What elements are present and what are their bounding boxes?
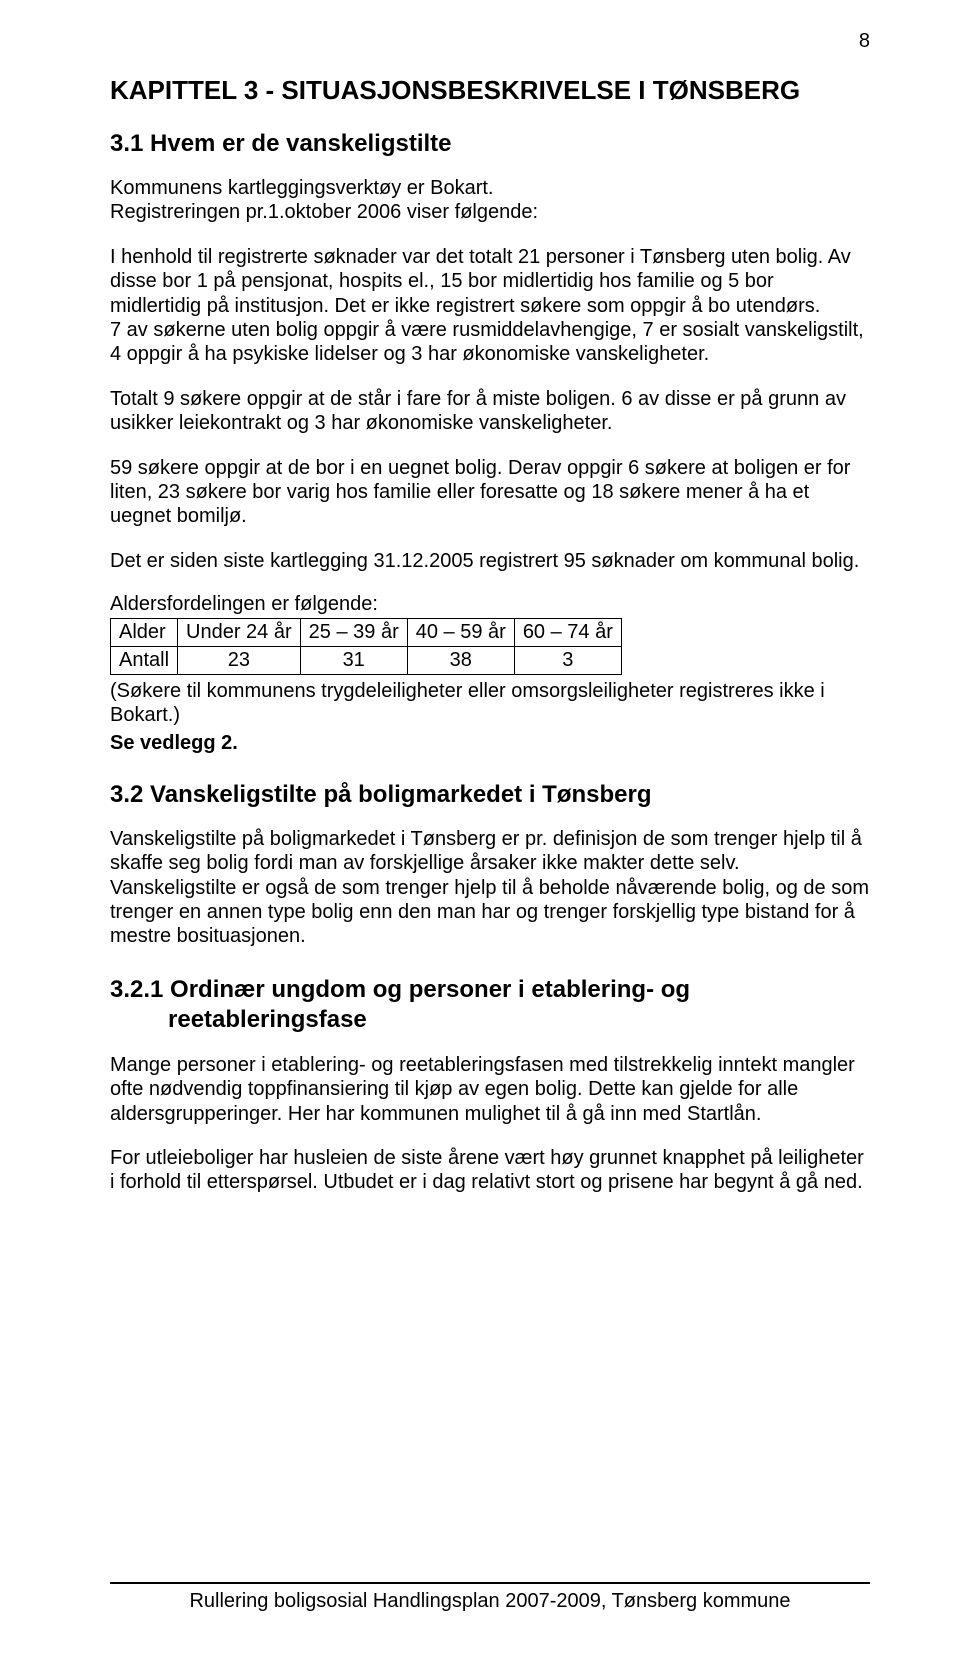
section-3-1-title: 3.1 Hvem er de vanskeligstilte	[110, 130, 870, 158]
text: Registreringen pr.1.oktober 2006 viser f…	[110, 201, 538, 223]
table-intro: Aldersfordelingen er følgende:	[110, 593, 870, 616]
paragraph: I henhold til registrerte søknader var d…	[110, 245, 870, 367]
page-footer: Rullering boligsosial Handlingsplan 2007…	[110, 1582, 870, 1613]
paragraph: 59 søkere oppgir at de bor i en uegnet b…	[110, 456, 870, 529]
paragraph: Kommunens kartleggingsverktøy er Bokart.…	[110, 176, 870, 225]
see-attachment: Se vedlegg 2.	[110, 732, 870, 755]
footer-divider	[110, 1582, 870, 1584]
paragraph: Mange personer i etablering- og reetable…	[110, 1053, 870, 1126]
text: Kommunens kartleggingsverktøy er Bokart.	[110, 177, 494, 199]
table-row: Alder Under 24 år 25 – 39 år 40 – 59 år …	[111, 619, 622, 647]
page-number: 8	[859, 30, 870, 53]
table-cell: Alder	[111, 619, 178, 647]
table-cell: 40 – 59 år	[407, 619, 514, 647]
footer-text: Rullering boligsosial Handlingsplan 2007…	[110, 1590, 870, 1613]
section-3-2-title: 3.2 Vanskeligstilte på boligmarkedet i T…	[110, 781, 870, 809]
paragraph: Vanskeligstilte på boligmarkedet i Tønsb…	[110, 827, 870, 949]
table-cell: 25 – 39 år	[300, 619, 407, 647]
table-cell: 60 – 74 år	[514, 619, 621, 647]
age-distribution-table: Alder Under 24 år 25 – 39 år 40 – 59 år …	[110, 618, 622, 675]
title-line2: reetableringsfase	[110, 1005, 870, 1035]
paragraph: For utleieboliger har husleien de siste …	[110, 1146, 870, 1195]
paragraph: Det er siden siste kartlegging 31.12.200…	[110, 549, 870, 573]
table-cell: 38	[407, 647, 514, 675]
text: I henhold til registrerte søknader var d…	[110, 246, 851, 317]
table-cell: 31	[300, 647, 407, 675]
table-cell: Under 24 år	[178, 619, 301, 647]
document-page: 8 KAPITTEL 3 - SITUASJONSBESKRIVELSE I T…	[0, 0, 960, 1653]
section-3-2-1-title: 3.2.1 Ordinær ungdom og personer i etabl…	[110, 975, 870, 1035]
table-note: (Søkere til kommunens trygdeleiligheter …	[110, 679, 870, 728]
table-cell: 3	[514, 647, 621, 675]
title-line1: 3.2.1 Ordinær ungdom og personer i etabl…	[110, 976, 690, 1003]
table-cell: 23	[178, 647, 301, 675]
text: 7 av søkerne uten bolig oppgir å være ru…	[110, 319, 864, 365]
table-cell: Antall	[111, 647, 178, 675]
table-row: Antall 23 31 38 3	[111, 647, 622, 675]
paragraph: Totalt 9 søkere oppgir at de står i fare…	[110, 387, 870, 436]
chapter-title: KAPITTEL 3 - SITUASJONSBESKRIVELSE I TØN…	[110, 75, 870, 106]
